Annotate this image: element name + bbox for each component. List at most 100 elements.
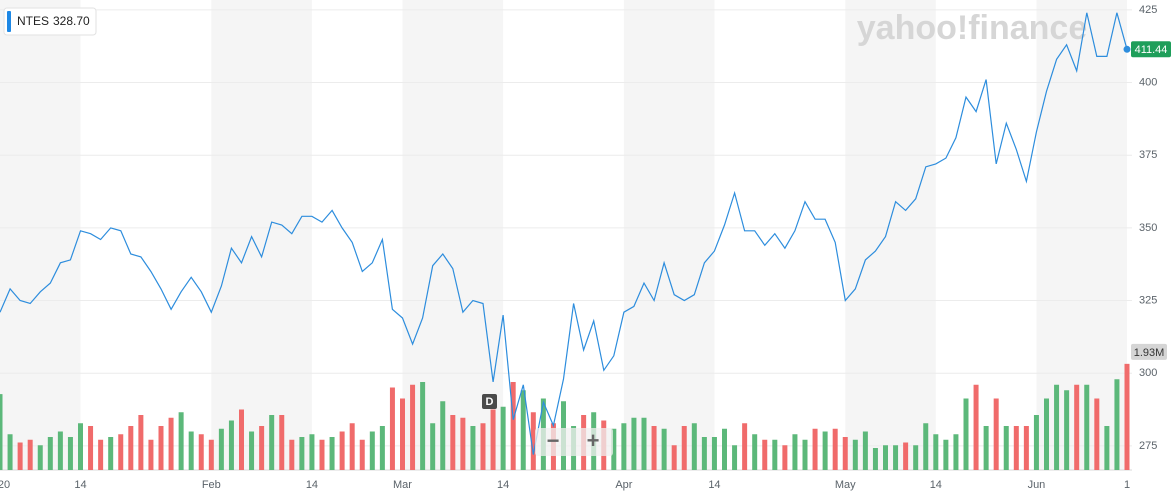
volume-bar (178, 412, 184, 470)
band (211, 0, 312, 470)
volume-bar (611, 428, 617, 470)
volume-bar (37, 445, 43, 470)
volume-bar (379, 426, 385, 470)
volume-bar (329, 437, 335, 470)
volume-bar (832, 428, 838, 470)
y-tick-label: 375 (1139, 149, 1157, 161)
x-tick-label: May (835, 479, 856, 491)
volume-bar (913, 445, 919, 470)
band (0, 0, 81, 470)
band (402, 0, 504, 470)
volume-bar (138, 415, 144, 470)
volume-bar (762, 439, 768, 470)
volume-bar (47, 437, 53, 470)
volume-bar (27, 439, 33, 470)
volume-bar (822, 431, 828, 470)
volume-bar (269, 415, 275, 470)
x-tick-label: 14 (497, 479, 509, 491)
volume-bar (369, 431, 375, 470)
volume-bar (782, 445, 788, 470)
event-marker-label: D (486, 396, 494, 408)
volume-bar (440, 401, 446, 470)
volume-bar (802, 439, 808, 470)
volume-bar (78, 423, 83, 470)
volume-bar (158, 426, 164, 470)
volume-bar (420, 382, 426, 470)
volume-bar (460, 417, 466, 470)
event-marker (482, 394, 497, 409)
volume-bar (299, 437, 305, 470)
x-tick-label: 14 (708, 479, 720, 491)
volume-bar (410, 384, 416, 470)
volume-bar (1054, 384, 1060, 470)
volume-bar (772, 439, 778, 470)
volume-bar (1033, 415, 1039, 470)
volume-bar (1104, 426, 1110, 470)
volume-bar (1074, 384, 1080, 470)
y-tick-label: 400 (1139, 76, 1157, 88)
volume-bar (530, 412, 536, 470)
volume-bar (228, 420, 234, 470)
volume-bar (17, 442, 23, 470)
zoom-out[interactable]: − (547, 428, 560, 453)
volume-bar (812, 428, 818, 470)
volume-bar (732, 445, 738, 470)
volume-bar (98, 439, 104, 470)
volume-bar (359, 439, 365, 470)
x-tick-label: 1 (1124, 479, 1130, 491)
price-line (0, 12, 1128, 455)
volume-bar (1114, 379, 1120, 470)
zoom-in[interactable]: + (587, 428, 600, 453)
volume-bar (651, 426, 657, 470)
volume-bar (279, 415, 285, 470)
zoom-controls (535, 428, 613, 456)
volume-bar (430, 423, 436, 470)
volume-bar (349, 423, 355, 470)
readout-symbol: NTES (17, 14, 49, 28)
volume-bar (691, 423, 697, 470)
volume-bar (319, 439, 325, 470)
volume-tag-label: 1.93M (1134, 347, 1165, 359)
volume-bar (309, 434, 315, 470)
readout-accent (7, 11, 11, 32)
volume-bar (903, 442, 909, 470)
volume-bar (510, 382, 516, 470)
volume-bar (168, 417, 174, 470)
volume-bar (953, 434, 959, 470)
volume-bar (198, 434, 204, 470)
volume-bar (742, 423, 748, 470)
x-tick-label: 14 (306, 479, 318, 491)
volume-bar (722, 428, 727, 470)
volume-bar (842, 437, 848, 470)
volume-bar (480, 423, 486, 470)
volume-bar (208, 439, 214, 470)
x-tick-label: Mar (393, 479, 412, 491)
volume-bar (490, 409, 496, 470)
band (845, 0, 936, 470)
x-tick-label: 14 (930, 479, 942, 491)
volume-bar (1064, 390, 1070, 470)
band (1036, 0, 1127, 470)
volume-bar (339, 431, 345, 470)
volume-bar (400, 398, 405, 470)
volume-bar (671, 445, 677, 470)
volume-bar (7, 434, 13, 470)
volume-bar (289, 439, 295, 470)
volume-bar (872, 448, 878, 470)
volume-bar (943, 439, 949, 470)
volume-tag (1131, 343, 1167, 360)
y-tick-label: 425 (1139, 4, 1157, 16)
watermark: yahoo!finance (857, 9, 1087, 47)
volume-bar (520, 390, 526, 470)
volume-bar (259, 426, 265, 470)
x-tick-label: Feb (202, 479, 221, 491)
volume-bar (752, 434, 758, 470)
x-tick-label: 14 (74, 479, 86, 491)
volume-bar (963, 398, 969, 470)
bands (0, 0, 1127, 470)
volume-bar (188, 431, 194, 470)
volume-bar (993, 398, 999, 470)
volume-bar (641, 417, 647, 470)
